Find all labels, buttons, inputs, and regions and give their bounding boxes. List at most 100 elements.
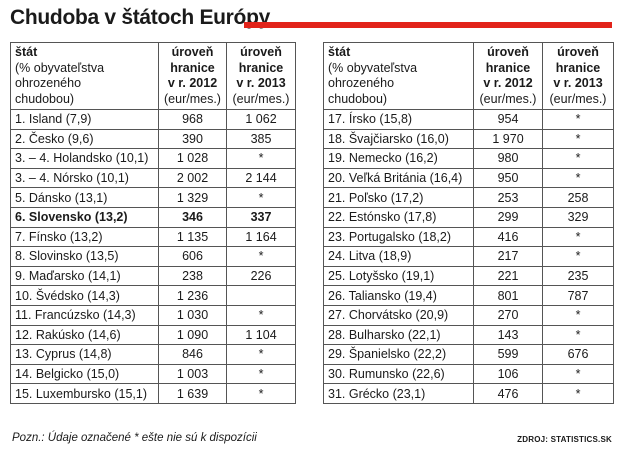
table-row: 19. Nemecko (16,2) 980 * (323, 148, 614, 169)
table-row: 14. Belgicko (15,0) 1 003 * (10, 363, 296, 385)
table-row: 23. Portugalsko (18,2) 416 * (323, 226, 614, 248)
value-2013-cell: 258 (542, 187, 614, 208)
state-cell: 3. – 4. Holandsko (10,1) (10, 148, 159, 169)
state-cell: 31. Grécko (23,1) (323, 383, 474, 404)
value-2013-cell: * (226, 363, 296, 385)
value-2012-cell: 1 329 (158, 187, 227, 208)
value-2013-cell: 226 (226, 265, 296, 287)
table-row: 31. Grécko (23,1) 476 * (323, 383, 614, 404)
right-table: štát (% obyvateľstva ohrozeného chudobou… (323, 42, 614, 404)
table-row: 29. Španielsko (22,2) 599 676 (323, 344, 614, 365)
table-row: 20. Veľká Británia (16,4) 950 * (323, 167, 614, 189)
value-2013-cell: 385 (226, 128, 296, 150)
value-2013-cell: * (542, 167, 614, 189)
state-cell: 21. Poľsko (17,2) (323, 187, 474, 208)
header-2013: úroveň hranice v r. 2013 (eur/mes.) (226, 42, 296, 110)
state-cell: 18. Švajčiarsko (16,0) (323, 128, 474, 150)
table-row: 22. Estónsko (17,8) 299 329 (323, 206, 614, 228)
table-row: 18. Švajčiarsko (16,0) 1 970 * (323, 128, 614, 150)
value-2012-cell: 217 (473, 246, 543, 267)
value-2012-cell: 1 236 (158, 285, 227, 306)
state-cell: 7. Fínsko (13,2) (10, 226, 159, 248)
state-cell: 10. Švédsko (14,3) (10, 285, 159, 306)
value-2012-cell: 346 (158, 206, 227, 228)
value-2012-cell: 299 (473, 206, 543, 228)
value-2012-cell: 2 002 (158, 167, 227, 189)
value-2012-cell: 1 030 (158, 304, 227, 326)
table-row: 12. Rakúsko (14,6) 1 090 1 104 (10, 324, 296, 346)
table-row: 9. Maďarsko (14,1) 238 226 (10, 265, 296, 287)
value-2013-cell: 1 104 (226, 324, 296, 346)
table-row: 3. – 4. Nórsko (10,1) 2 002 2 144 (10, 167, 296, 189)
value-2012-cell: 390 (158, 128, 227, 150)
value-2012-cell: 1 028 (158, 148, 227, 169)
state-cell: 26. Taliansko (19,4) (323, 285, 474, 306)
table-header-row: štát (% obyvateľstva ohrozeného chudobou… (10, 42, 296, 110)
value-2012-cell: 846 (158, 344, 227, 365)
state-cell: 1. Island (7,9) (10, 109, 159, 130)
table-row: 11. Francúzsko (14,3) 1 030 * (10, 304, 296, 326)
value-2012-cell: 253 (473, 187, 543, 208)
value-2012-cell: 270 (473, 304, 543, 326)
footnote: Pozn.: Údaje označené * ešte nie sú k di… (12, 432, 257, 444)
value-2012-cell: 143 (473, 324, 543, 346)
table-row: 26. Taliansko (19,4) 801 787 (323, 285, 614, 306)
table-row: 24. Litva (18,9) 217 * (323, 246, 614, 267)
value-2012-cell: 606 (158, 246, 227, 267)
table-row: 15. Luxembursko (15,1) 1 639 * (10, 383, 296, 404)
value-2012-cell: 416 (473, 226, 543, 248)
value-2013-cell: * (542, 148, 614, 169)
value-2012-cell: 1 090 (158, 324, 227, 346)
state-cell: 15. Luxembursko (15,1) (10, 383, 159, 404)
value-2013-cell: * (542, 226, 614, 248)
table-row: 17. Írsko (15,8) 954 * (323, 109, 614, 130)
table-row: 8. Slovinsko (13,5) 606 * (10, 246, 296, 267)
table-row: 28. Bulharsko (22,1) 143 * (323, 324, 614, 346)
table-row: 21. Poľsko (17,2) 253 258 (323, 187, 614, 208)
source-credit: ZDROJ: STATISTICS.SK (517, 435, 612, 444)
state-cell: 19. Nemecko (16,2) (323, 148, 474, 169)
value-2013-cell: 1 062 (226, 109, 296, 130)
state-cell: 24. Litva (18,9) (323, 246, 474, 267)
table-row: 30. Rumunsko (22,6) 106 * (323, 363, 614, 385)
value-2012-cell: 106 (473, 363, 543, 385)
title-accent-bar (244, 22, 612, 28)
header-2013: úroveň hranice v r. 2013 (eur/mes.) (542, 42, 614, 110)
state-cell: 9. Maďarsko (14,1) (10, 265, 159, 287)
state-cell: 27. Chorvátsko (20,9) (323, 304, 474, 326)
value-2013-cell: 676 (542, 344, 614, 365)
header-2012: úroveň hranice v r. 2012 (eur/mes.) (473, 42, 543, 110)
state-cell: 11. Francúzsko (14,3) (10, 304, 159, 326)
value-2012-cell: 599 (473, 344, 543, 365)
value-2013-cell: * (542, 128, 614, 150)
table-row: 6. Slovensko (13,2) 346 337 (10, 206, 296, 228)
value-2012-cell: 238 (158, 265, 227, 287)
header-2012: úroveň hranice v r. 2012 (eur/mes.) (158, 42, 227, 110)
table-row: 1. Island (7,9) 968 1 062 (10, 109, 296, 130)
value-2013-cell: * (542, 246, 614, 267)
value-2012-cell: 950 (473, 167, 543, 189)
state-cell: 14. Belgicko (15,0) (10, 363, 159, 385)
header-state: štát (% obyvateľstva ohrozeného chudobou… (323, 42, 474, 110)
value-2012-cell: 476 (473, 383, 543, 404)
value-2013-cell: * (226, 383, 296, 404)
state-cell: 23. Portugalsko (18,2) (323, 226, 474, 248)
state-cell: 22. Estónsko (17,8) (323, 206, 474, 228)
table-row: 3. – 4. Holandsko (10,1) 1 028 * (10, 148, 296, 169)
header-state: štát (% obyvateľstva ohrozeného chudobou… (10, 42, 159, 110)
table-header-row: štát (% obyvateľstva ohrozeného chudobou… (323, 42, 614, 110)
value-2013-cell: * (542, 324, 614, 346)
table-row: 7. Fínsko (13,2) 1 135 1 164 (10, 226, 296, 248)
table-row: 27. Chorvátsko (20,9) 270 * (323, 304, 614, 326)
table-row: 25. Lotyšsko (19,1) 221 235 (323, 265, 614, 287)
value-2013-cell: * (226, 148, 296, 169)
value-2013-cell: * (226, 187, 296, 208)
value-2013-cell: 787 (542, 285, 614, 306)
state-cell: 17. Írsko (15,8) (323, 109, 474, 130)
state-cell: 6. Slovensko (13,2) (10, 206, 159, 228)
value-2013-cell: * (542, 109, 614, 130)
state-cell: 12. Rakúsko (14,6) (10, 324, 159, 346)
value-2013-cell: * (226, 246, 296, 267)
state-cell: 25. Lotyšsko (19,1) (323, 265, 474, 287)
state-cell: 8. Slovinsko (13,5) (10, 246, 159, 267)
